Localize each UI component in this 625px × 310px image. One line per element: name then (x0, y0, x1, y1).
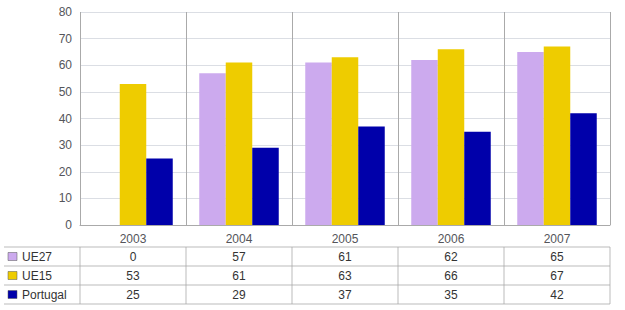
svg-text:42: 42 (550, 288, 564, 302)
svg-text:80: 80 (59, 5, 73, 19)
svg-text:UE15: UE15 (22, 269, 52, 283)
svg-text:30: 30 (59, 138, 73, 152)
svg-text:37: 37 (338, 288, 352, 302)
svg-text:60: 60 (59, 58, 73, 72)
svg-text:0: 0 (65, 218, 72, 232)
svg-text:61: 61 (232, 269, 246, 283)
svg-text:53: 53 (126, 269, 140, 283)
svg-text:2003: 2003 (120, 232, 147, 246)
svg-text:UE27: UE27 (22, 250, 52, 264)
svg-text:2005: 2005 (332, 232, 359, 246)
svg-text:63: 63 (338, 269, 352, 283)
svg-text:2006: 2006 (438, 232, 465, 246)
svg-text:10: 10 (59, 191, 73, 205)
svg-text:57: 57 (232, 250, 246, 264)
svg-text:67: 67 (550, 269, 564, 283)
svg-text:35: 35 (444, 288, 458, 302)
svg-text:70: 70 (59, 32, 73, 46)
svg-text:40: 40 (59, 112, 73, 126)
svg-text:2004: 2004 (226, 232, 253, 246)
svg-text:61: 61 (338, 250, 352, 264)
svg-text:0: 0 (130, 250, 137, 264)
svg-text:2007: 2007 (544, 232, 571, 246)
svg-text:25: 25 (126, 288, 140, 302)
svg-text:29: 29 (232, 288, 246, 302)
svg-text:20: 20 (59, 165, 73, 179)
svg-text:62: 62 (444, 250, 458, 264)
svg-text:Portugal: Portugal (22, 288, 67, 302)
svg-text:50: 50 (59, 85, 73, 99)
svg-text:65: 65 (550, 250, 564, 264)
svg-text:66: 66 (444, 269, 458, 283)
